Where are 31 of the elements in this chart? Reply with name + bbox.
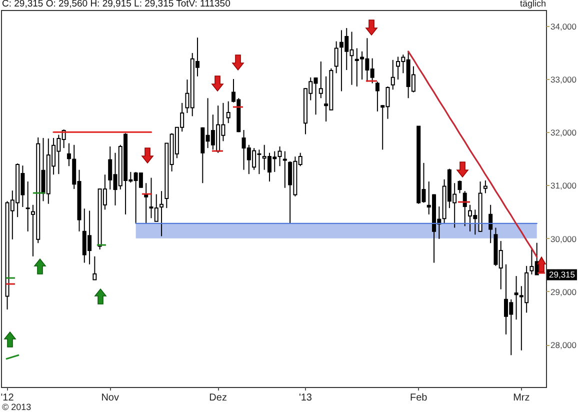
candlestick — [390, 59, 395, 90]
candlestick — [282, 150, 287, 188]
x-tick-label: '13 — [298, 392, 312, 404]
candlestick — [462, 190, 467, 227]
x-tick-label: Nov — [101, 392, 119, 404]
y-tick-label: 32,000 — [550, 128, 577, 138]
x-tick-label: Mrz — [513, 392, 530, 404]
candlestick — [375, 81, 380, 112]
x-tick-label: Dez — [209, 392, 227, 404]
y-tick-label: 30,000 — [550, 234, 577, 244]
candlestick — [26, 181, 30, 232]
y-tick-label: 29,000 — [550, 286, 577, 297]
text: © 2013 — [2, 402, 32, 412]
candlestick — [488, 204, 493, 244]
text: täglich — [520, 0, 546, 8]
chart-title: C: 29,315 O: 29,560 H: 29,915 L: 29,315 TotV: 111350 — [2, 0, 230, 10]
candlestick — [160, 190, 164, 237]
candlestick — [458, 180, 462, 194]
candlestick — [226, 100, 230, 124]
x-tick-label: Feb — [410, 392, 428, 404]
x-tick-label: '12 — [0, 392, 14, 404]
y-tick-label: 34,000 — [550, 21, 577, 32]
candlestick — [483, 180, 488, 194]
text: 29,315 — [549, 270, 576, 280]
candlestick — [334, 40, 338, 74]
y-tick-label: 31,000 — [550, 180, 577, 191]
candlestick — [318, 61, 323, 99]
y-tick-label: 33,000 — [550, 74, 577, 85]
candlestick — [92, 256, 97, 280]
candlestick — [514, 276, 518, 320]
y-tick-label: 28,000 — [550, 340, 577, 350]
